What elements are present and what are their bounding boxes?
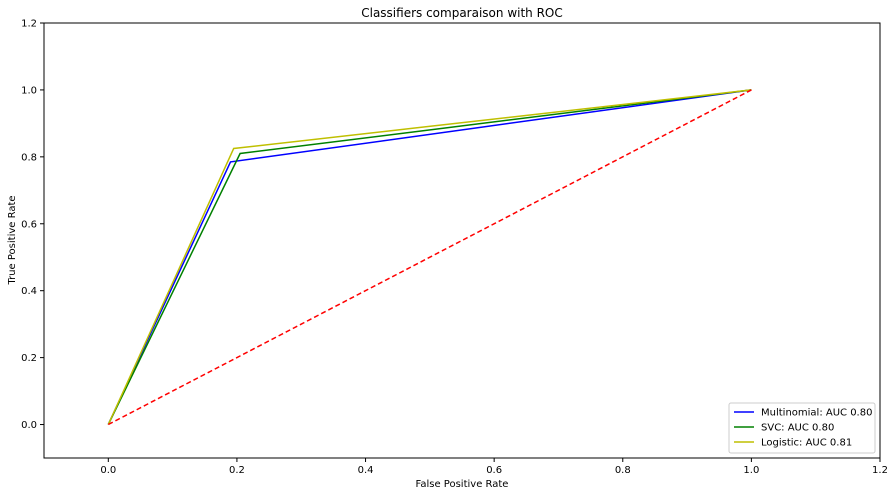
x-tick-label: 0.6 xyxy=(486,465,502,476)
series-lines xyxy=(107,89,752,426)
legend-box xyxy=(728,402,876,454)
y-tick-label: 0.0 xyxy=(21,420,37,431)
legend-label: Multinomial: AUC 0.80 xyxy=(761,408,872,419)
x-axis-title: False Positive Rate xyxy=(416,479,509,490)
series-line-0 xyxy=(107,89,752,425)
x-axis-ticks: 0.0 0.2 0.4 0.6 0.8 1.0 1.2 xyxy=(100,458,888,476)
y-axis-title: True Positive Rate xyxy=(7,195,18,285)
y-tick-label: 0.2 xyxy=(21,353,37,364)
y-tick-label: 0.4 xyxy=(21,286,37,297)
x-tick-label: 0.2 xyxy=(229,465,245,476)
series-line-2 xyxy=(107,89,752,425)
y-tick-label: 0.6 xyxy=(21,219,37,230)
x-tick-label: 1.2 xyxy=(872,465,888,476)
y-tick-label: 1.2 xyxy=(21,19,37,30)
legend-label: Logistic: AUC 0.81 xyxy=(761,438,852,449)
x-tick-label: 0.0 xyxy=(100,465,116,476)
y-axis-ticks: 0.0 0.2 0.4 0.6 0.8 1.0 1.2 xyxy=(21,19,44,431)
y-tick-label: 1.0 xyxy=(21,85,37,96)
x-tick-label: 0.8 xyxy=(615,465,631,476)
reference-diagonal-line xyxy=(107,89,752,426)
series-line-1 xyxy=(107,89,752,425)
legend: Multinomial: AUC 0.80 SVC: AUC 0.80 Logist… xyxy=(728,402,876,454)
legend-label: SVC: AUC 0.80 xyxy=(761,423,834,434)
x-tick-label: 1.0 xyxy=(743,465,759,476)
y-tick-label: 0.8 xyxy=(21,152,37,163)
x-tick-label: 0.4 xyxy=(358,465,374,476)
chart-title: Classifiers comparaison with ROC xyxy=(361,6,563,20)
plot-frame xyxy=(43,22,881,459)
